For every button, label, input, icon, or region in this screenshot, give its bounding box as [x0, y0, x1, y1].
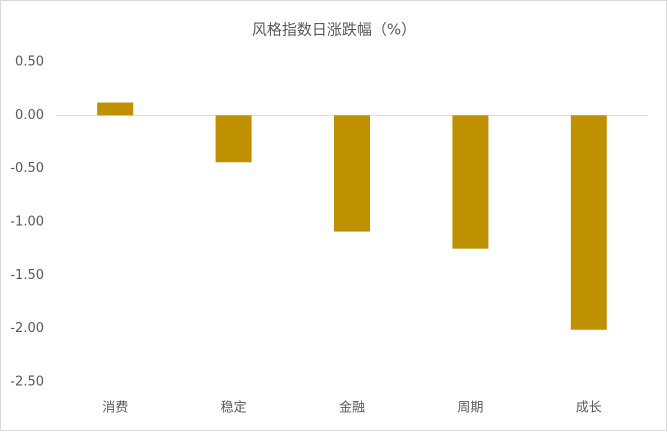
x-tick-label: 稳定 — [221, 400, 247, 416]
bar — [97, 102, 134, 116]
y-tick-label: -1.00 — [10, 215, 44, 230]
bar — [215, 115, 252, 163]
chart-title: 风格指数日涨跌幅（%） — [252, 21, 416, 39]
bar — [334, 115, 370, 232]
y-tick-label: -2.00 — [10, 321, 44, 336]
bar — [452, 115, 489, 249]
bar — [570, 115, 607, 330]
x-tick-label: 成长 — [576, 401, 602, 416]
x-tick-label: 消费 — [102, 401, 128, 416]
y-tick-label: 0.50 — [15, 55, 44, 70]
y-tick-label: -1.50 — [10, 268, 44, 283]
x-tick-label: 金融 — [339, 400, 365, 416]
y-tick-label: 0.00 — [15, 108, 44, 123]
x-tick-label: 周期 — [457, 401, 483, 416]
y-tick-label: -0.50 — [10, 161, 44, 176]
y-tick-label: -2.50 — [10, 375, 44, 390]
